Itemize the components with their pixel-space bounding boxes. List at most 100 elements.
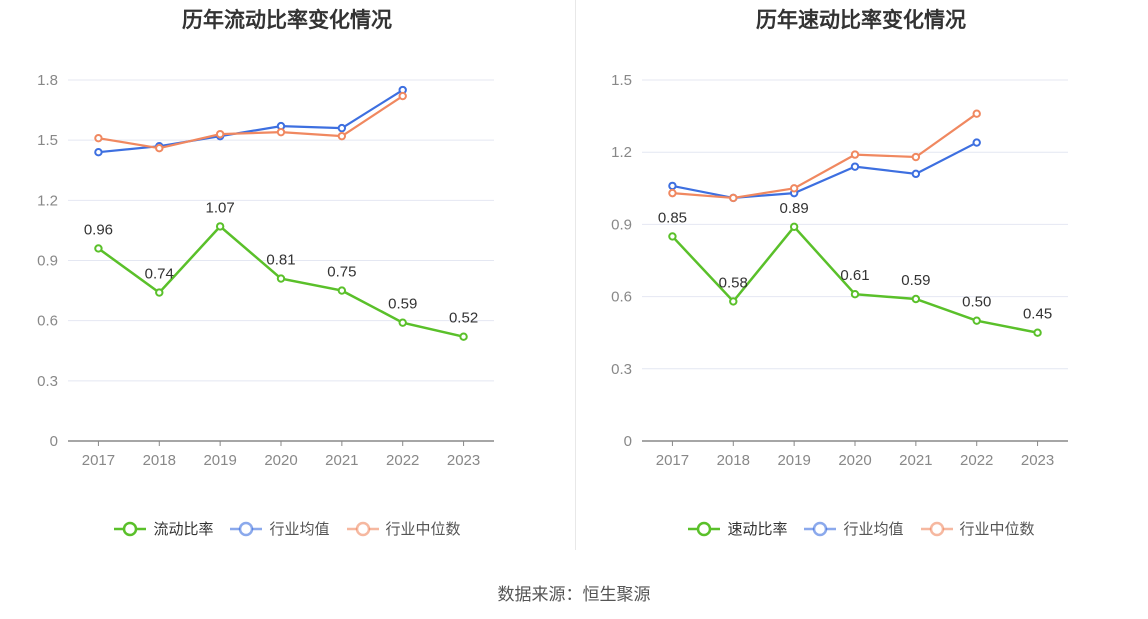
data-label: 0.96 [84, 221, 113, 238]
legend-circle [355, 521, 370, 536]
x-tick-label: 2023 [1021, 452, 1054, 469]
chart-legend: 流动比率 行业均值 行业中位数 [0, 518, 574, 539]
legend-item[interactable]: 行业中位数 [346, 518, 461, 539]
data-point [94, 133, 103, 143]
chart-legend: 速动比率 行业均值 行业中位数 [574, 518, 1148, 539]
data-point [911, 294, 921, 304]
data-point [155, 288, 164, 297]
data-point [668, 188, 677, 198]
legend-marker-icon [920, 521, 953, 536]
quick-ratio-panel: 历年速动比率变化情况 0 0.3 0.6 0.9 1.2 1.5 2017 2018 2019 2… [574, 0, 1148, 560]
legend-marker-icon [346, 521, 379, 536]
y-tick-label: 1.2 [37, 192, 58, 209]
x-tick-label: 2018 [717, 452, 750, 469]
data-label: 0.50 [962, 294, 991, 311]
legend-item[interactable]: 行业中位数 [920, 518, 1035, 539]
legend-circle [813, 521, 828, 536]
x-tick-label: 2022 [960, 452, 993, 469]
series-line [672, 141, 978, 200]
data-label: 0.52 [449, 310, 478, 327]
data-label: 1.07 [206, 199, 235, 216]
legend-item[interactable]: 行业均值 [229, 518, 330, 539]
data-label: 0.61 [840, 267, 869, 284]
x-tick-label: 2023 [447, 452, 480, 469]
y-tick-label: 1.5 [611, 72, 632, 89]
legend-label: 流动比率 [153, 521, 214, 538]
legend-item[interactable]: 速动比率 [687, 518, 787, 539]
data-label: 0.89 [780, 200, 809, 217]
quick-ratio-chart: 0 0.3 0.6 0.9 1.2 1.5 2017 2018 2019 2020 2021 2022… [611, 72, 1068, 469]
data-point [789, 222, 799, 232]
data-point [398, 91, 407, 101]
data-label: 0.81 [266, 252, 295, 269]
data-point [94, 244, 103, 253]
legend-label: 速动比率 [727, 521, 788, 538]
data-label: 0.59 [901, 272, 930, 289]
data-point [337, 131, 347, 141]
chart-title: 历年流动比率变化情况 [182, 9, 392, 32]
x-tick-label: 2019 [777, 452, 810, 469]
x-tick-label: 2018 [143, 452, 176, 469]
legend-marker-icon [114, 521, 147, 536]
legend-circle [697, 521, 712, 536]
data-label: 0.74 [145, 266, 174, 283]
x-tick-label: 2022 [386, 452, 419, 469]
data-point [337, 123, 347, 133]
series-line [672, 112, 978, 200]
y-tick-label: 0.3 [37, 373, 58, 390]
x-tick-label: 2017 [656, 452, 689, 469]
y-tick-label: 0.6 [37, 313, 58, 330]
data-point [729, 297, 738, 306]
y-tick-label: 0.6 [611, 289, 632, 306]
y-tick-label: 0.9 [37, 253, 58, 270]
legend-circle [239, 521, 254, 536]
data-label: 0.45 [1023, 306, 1052, 323]
y-tick-label: 1.5 [37, 132, 58, 149]
data-point [850, 289, 860, 299]
data-point [972, 138, 981, 147]
data-point [972, 316, 981, 325]
data-source: 数据来源：恒生聚源 [497, 585, 651, 604]
data-label: 0.58 [719, 274, 748, 291]
data-point [215, 129, 225, 139]
panel-divider [575, 0, 576, 550]
y-tick-label: 0 [624, 433, 632, 450]
data-point [276, 127, 286, 137]
data-point [215, 222, 225, 231]
legend-label: 行业均值 [269, 521, 330, 538]
chart-title: 历年速动比率变化情况 [756, 9, 966, 32]
data-point [729, 193, 738, 203]
y-tick-label: 0.9 [611, 216, 632, 233]
data-point [850, 150, 860, 159]
data-point [911, 169, 921, 179]
x-tick-label: 2020 [264, 452, 297, 469]
x-tick-label: 2019 [203, 452, 236, 469]
legend-circle [929, 521, 944, 536]
data-label: 0.85 [658, 209, 687, 226]
data-point [972, 109, 981, 118]
y-tick-label: 0.3 [611, 361, 632, 378]
data-point [459, 332, 468, 341]
legend-circle [123, 521, 138, 536]
data-point [911, 152, 921, 162]
legend-item[interactable]: 行业均值 [803, 518, 904, 539]
data-label: 0.75 [327, 264, 356, 281]
series-line [98, 95, 404, 150]
legend-label: 行业均值 [843, 521, 904, 538]
data-point [155, 143, 164, 153]
x-tick-label: 2021 [899, 452, 932, 469]
legend-label: 行业中位数 [959, 521, 1035, 538]
legend-item[interactable]: 流动比率 [113, 518, 213, 539]
legend-marker-icon [230, 521, 263, 536]
y-tick-label: 1.2 [611, 144, 632, 161]
legend-marker-icon [804, 521, 837, 536]
data-point [668, 232, 677, 241]
data-point [789, 184, 799, 193]
data-point [276, 274, 286, 283]
data-point [398, 318, 407, 327]
y-tick-label: 1.8 [37, 72, 58, 89]
x-tick-label: 2020 [838, 452, 871, 469]
legend-marker-icon [688, 521, 721, 536]
legend-label: 行业中位数 [385, 521, 461, 538]
data-point [337, 286, 347, 295]
